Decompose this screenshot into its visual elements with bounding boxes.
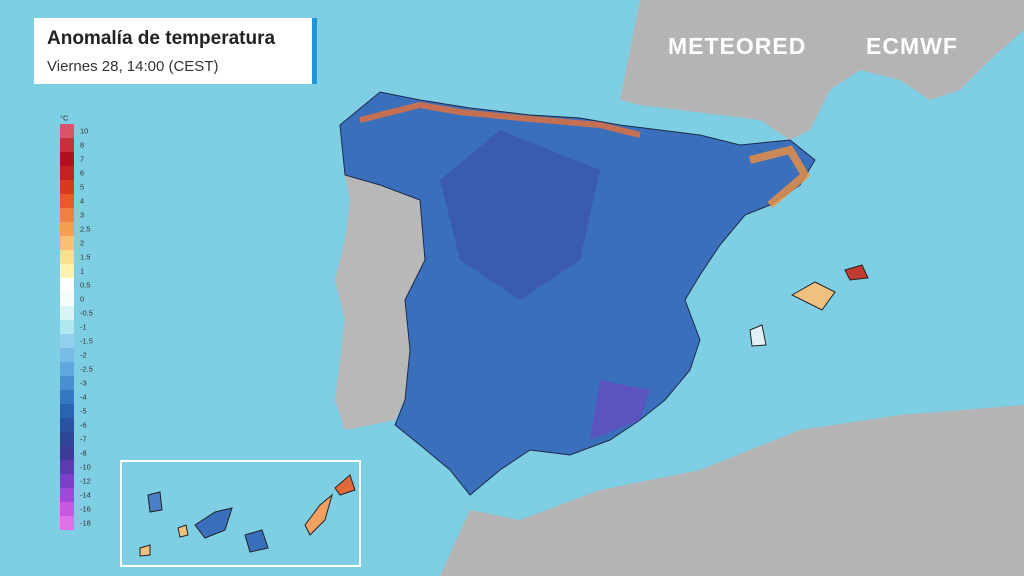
legend-label: -1.5 xyxy=(80,336,93,346)
logo: ECMWF xyxy=(866,33,958,59)
legend-swatch xyxy=(60,278,74,292)
legend-swatch xyxy=(60,334,74,348)
land-africa xyxy=(440,405,1024,576)
legend-swatch xyxy=(60,404,74,418)
legend-label: 2.5 xyxy=(80,224,91,234)
subtitle: Viernes 28, 14:00 (CEST) xyxy=(47,58,219,75)
title: Anomalía de temperatura xyxy=(47,28,276,49)
inset-frame xyxy=(120,460,361,567)
island xyxy=(304,493,333,536)
legend-swatch xyxy=(60,222,74,236)
legend-label: 7 xyxy=(80,154,85,164)
legend-swatch xyxy=(60,516,74,530)
legend-swatch xyxy=(60,348,74,362)
island xyxy=(177,524,189,538)
legend-unit: °C xyxy=(60,113,69,123)
legend-label: 3 xyxy=(80,210,85,220)
legend-label: -2.5 xyxy=(80,364,93,374)
legend-label: 1.5 xyxy=(80,252,91,262)
legend-swatch xyxy=(60,502,74,516)
land-france xyxy=(620,0,1024,140)
legend-swatch xyxy=(60,124,74,138)
legend-swatch xyxy=(60,362,74,376)
island xyxy=(844,264,869,281)
island xyxy=(749,324,767,347)
legend-label: -2 xyxy=(80,350,87,360)
legend-label: -5 xyxy=(80,406,87,416)
legend-swatch xyxy=(60,376,74,390)
legend-swatch xyxy=(60,474,74,488)
legend-label: -4 xyxy=(80,392,87,402)
legend-label: 0.5 xyxy=(80,280,91,290)
legend-swatch xyxy=(60,264,74,278)
legend-swatch xyxy=(60,446,74,460)
logo: METEORED xyxy=(668,33,807,59)
land-spain xyxy=(339,91,816,496)
legend-label: -14 xyxy=(80,490,91,500)
legend-swatch xyxy=(60,250,74,264)
legend-label: -7 xyxy=(80,434,87,444)
legend-label: -6 xyxy=(80,420,87,430)
island xyxy=(790,281,836,311)
cold-area xyxy=(590,380,650,440)
legend-label: -12 xyxy=(80,476,91,486)
legend-swatch xyxy=(60,194,74,208)
island xyxy=(194,507,233,539)
legend-label: 2 xyxy=(80,238,85,248)
legend-label: -1 xyxy=(80,322,87,332)
legend-label: 4 xyxy=(80,196,85,206)
legend-swatch xyxy=(60,152,74,166)
island xyxy=(334,474,356,496)
land-portugal xyxy=(335,175,425,430)
island xyxy=(244,529,269,553)
legend-swatch xyxy=(60,432,74,446)
coast-anomaly xyxy=(749,145,811,209)
legend-swatch xyxy=(60,460,74,474)
legend-swatch xyxy=(60,208,74,222)
legend-label: 5 xyxy=(80,182,85,192)
legend-label: -3 xyxy=(80,378,87,388)
legend-swatch xyxy=(60,418,74,432)
legend-swatch xyxy=(60,306,74,320)
legend-label: 10 xyxy=(80,126,89,136)
legend-label: -8 xyxy=(80,448,87,458)
legend-swatch xyxy=(60,180,74,194)
legend-label: 6 xyxy=(80,168,85,178)
legend-label: -16 xyxy=(80,504,91,514)
coast-anomaly xyxy=(359,101,641,138)
title-box: Anomalía de temperatura Viernes 28, 14:0… xyxy=(34,18,317,84)
island xyxy=(139,544,151,557)
cold-area xyxy=(440,130,600,300)
legend-swatch xyxy=(60,166,74,180)
legend-swatch xyxy=(60,488,74,502)
legend-swatch xyxy=(60,138,74,152)
legend-swatch xyxy=(60,292,74,306)
legend-swatch xyxy=(60,320,74,334)
legend-swatch xyxy=(60,236,74,250)
island xyxy=(147,491,163,513)
legend-label: -0.5 xyxy=(80,308,93,318)
legend-swatch xyxy=(60,390,74,404)
legend: °C 10 8 7 6 5 4 3 2.5 2 1.5 1 0.5 0 -0.5 -1 -1.5 -2 -2.5 -… xyxy=(58,110,98,530)
legend-label: 1 xyxy=(80,266,85,276)
legend-label: 0 xyxy=(80,294,85,304)
legend-label: 8 xyxy=(80,140,85,150)
legend-label: -10 xyxy=(80,462,91,472)
legend-label: -18 xyxy=(80,518,91,528)
